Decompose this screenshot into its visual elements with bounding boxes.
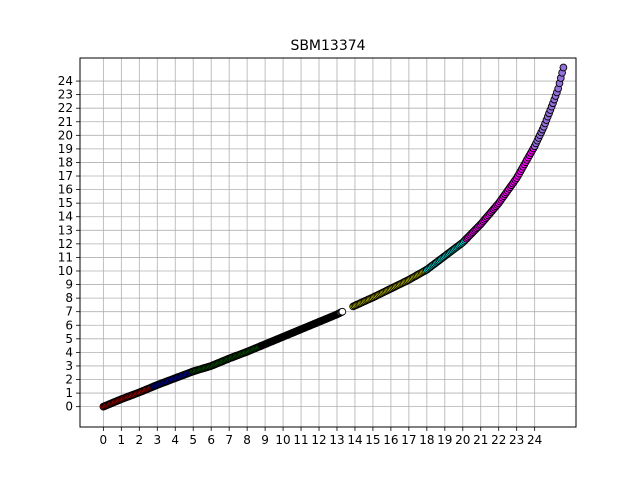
y-tick-label: 21 (58, 115, 73, 129)
y-tick-label: 7 (65, 305, 73, 319)
x-tick-label: 21 (473, 433, 488, 447)
y-tick-label: 10 (58, 264, 73, 278)
x-tick-label: 6 (207, 433, 215, 447)
data-points (99, 63, 568, 411)
y-tick-label: 3 (65, 359, 73, 373)
x-tick-label: 24 (527, 433, 542, 447)
plot-area-frame (79, 57, 577, 428)
y-tick-label: 22 (58, 101, 73, 115)
x-tick-label: 19 (437, 433, 452, 447)
x-axis-ticks: 0 1 2 3 4 5 6 7 8 9 10 11 12 13 14 15 16 17 18 19 20 21 22 23 24 (100, 427, 542, 447)
y-tick-label: 18 (58, 155, 73, 169)
y-tick-label: 15 (58, 196, 73, 210)
x-tick-label: 14 (347, 433, 362, 447)
x-tick-label: 4 (171, 433, 179, 447)
x-tick-label: 3 (153, 433, 161, 447)
x-tick-label: 11 (293, 433, 308, 447)
x-tick-label: 0 (100, 433, 108, 447)
x-tick-label: 12 (311, 433, 326, 447)
y-tick-label: 19 (58, 142, 73, 156)
grid-lines (80, 58, 576, 427)
data-point (559, 63, 568, 72)
y-tick-label: 12 (58, 237, 73, 251)
x-tick-label: 1 (118, 433, 126, 447)
y-tick-label: 17 (58, 169, 73, 183)
x-tick-label: 16 (383, 433, 398, 447)
x-tick-label: 9 (261, 433, 269, 447)
y-tick-label: 0 (65, 400, 73, 414)
x-tick-label: 20 (455, 433, 470, 447)
y-tick-label: 6 (65, 318, 73, 332)
x-tick-label: 10 (275, 433, 290, 447)
y-tick-label: 9 (65, 278, 73, 292)
x-tick-label: 22 (491, 433, 506, 447)
x-tick-label: 5 (189, 433, 197, 447)
y-tick-label: 2 (65, 373, 73, 387)
y-tick-label: 11 (58, 250, 73, 264)
chart-title: SBM13374 (290, 38, 365, 54)
y-tick-label: 4 (65, 345, 73, 359)
x-tick-label: 15 (365, 433, 380, 447)
y-tick-label: 5 (65, 332, 73, 346)
x-tick-label: 13 (329, 433, 344, 447)
y-tick-label: 8 (65, 291, 73, 305)
y-tick-label: 24 (58, 74, 73, 88)
y-tick-label: 1 (65, 386, 73, 400)
y-tick-label: 16 (58, 183, 73, 197)
data-point (338, 307, 347, 316)
y-tick-label: 13 (58, 223, 73, 237)
y-tick-label: 20 (58, 128, 73, 142)
y-tick-label: 14 (58, 210, 73, 224)
x-tick-label: 7 (225, 433, 233, 447)
x-tick-label: 23 (509, 433, 524, 447)
x-tick-label: 2 (135, 433, 143, 447)
x-tick-label: 18 (419, 433, 434, 447)
x-tick-label: 8 (243, 433, 251, 447)
y-tick-label: 23 (58, 88, 73, 102)
x-tick-label: 17 (401, 433, 416, 447)
